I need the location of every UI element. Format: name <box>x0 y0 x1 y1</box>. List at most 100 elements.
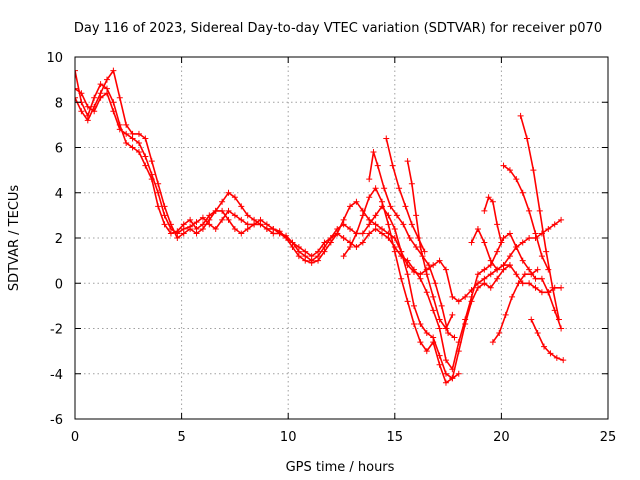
data-point <box>509 293 516 300</box>
data-point <box>404 257 411 264</box>
series-1 <box>75 85 565 382</box>
data-point <box>129 130 136 137</box>
data-point <box>532 275 539 282</box>
data-point <box>398 275 405 282</box>
x-tick-label: 20 <box>493 430 510 445</box>
y-tick-label: 10 <box>46 51 63 66</box>
data-point <box>244 225 251 232</box>
data-point <box>474 271 481 278</box>
data-point <box>417 339 424 346</box>
series-trace <box>503 164 550 271</box>
data-point <box>155 203 162 210</box>
data-point <box>438 302 445 309</box>
data-point <box>193 219 200 226</box>
data-point <box>334 230 341 237</box>
data-point <box>347 225 354 232</box>
y-tick-label: 6 <box>55 142 63 157</box>
data-point <box>340 253 347 260</box>
data-point <box>481 239 488 246</box>
data-point <box>75 94 78 101</box>
data-point <box>110 67 117 74</box>
data-point <box>468 239 475 246</box>
data-point <box>391 248 398 255</box>
data-point <box>289 239 296 246</box>
data-point <box>91 103 98 110</box>
data-point <box>436 257 443 264</box>
data-point <box>547 350 554 357</box>
data-point <box>180 230 187 237</box>
data-point <box>517 112 524 119</box>
data-point <box>225 207 232 214</box>
data-point <box>400 221 407 228</box>
data-point <box>455 339 462 346</box>
x-tick-label: 15 <box>387 430 404 445</box>
data-point <box>430 339 437 346</box>
data-point <box>391 225 398 232</box>
data-point <box>534 266 541 273</box>
data-point <box>372 212 379 219</box>
data-point <box>251 221 258 228</box>
data-point <box>116 126 123 133</box>
data-point <box>442 357 449 364</box>
data-point <box>408 221 415 228</box>
data-point <box>315 257 322 264</box>
data-point <box>532 284 539 291</box>
series-trace <box>530 319 564 361</box>
data-point <box>538 275 545 282</box>
data-point <box>468 293 475 300</box>
data-point <box>383 135 390 142</box>
data-point <box>519 257 526 264</box>
series-trace <box>75 88 562 380</box>
data-point <box>308 253 315 260</box>
data-point <box>187 225 194 232</box>
data-point <box>404 298 411 305</box>
data-point <box>84 117 91 124</box>
data-point <box>75 67 78 74</box>
data-point <box>442 370 449 377</box>
data-point <box>485 194 492 201</box>
y-tick-label: 0 <box>55 277 63 292</box>
data-point <box>408 180 415 187</box>
data-point <box>135 130 142 137</box>
data-point <box>103 76 110 83</box>
data-point <box>97 81 104 88</box>
data-point <box>519 239 526 246</box>
data-point <box>528 316 535 323</box>
data-point <box>174 235 181 241</box>
data-point <box>496 330 503 337</box>
data-point <box>432 280 439 287</box>
data-point <box>417 275 424 282</box>
data-point <box>445 330 452 337</box>
data-point <box>379 198 386 205</box>
data-point <box>219 207 226 214</box>
data-point <box>530 167 537 174</box>
data-point <box>523 135 530 142</box>
data-point <box>347 244 354 251</box>
data-point <box>481 280 488 287</box>
data-point <box>193 230 200 237</box>
data-point <box>396 185 403 192</box>
data-point <box>413 212 420 219</box>
data-point <box>436 325 443 332</box>
data-point <box>283 232 290 239</box>
data-point <box>199 225 206 232</box>
data-point <box>225 189 232 196</box>
data-point <box>481 207 488 214</box>
data-point <box>257 221 264 228</box>
data-point <box>487 284 494 291</box>
data-point <box>385 221 392 228</box>
data-point <box>494 248 501 255</box>
y-axis-label: SDTVAR / TECUs <box>7 185 22 292</box>
data-point <box>449 293 456 300</box>
data-point <box>391 235 398 241</box>
data-point <box>340 235 347 241</box>
data-point <box>78 90 85 97</box>
data-point <box>538 253 545 260</box>
data-point <box>161 221 168 228</box>
data-point <box>187 216 194 223</box>
data-point <box>353 230 360 237</box>
data-point <box>555 316 562 323</box>
data-point <box>553 354 560 361</box>
data-point <box>481 266 488 273</box>
data-point <box>436 316 443 323</box>
